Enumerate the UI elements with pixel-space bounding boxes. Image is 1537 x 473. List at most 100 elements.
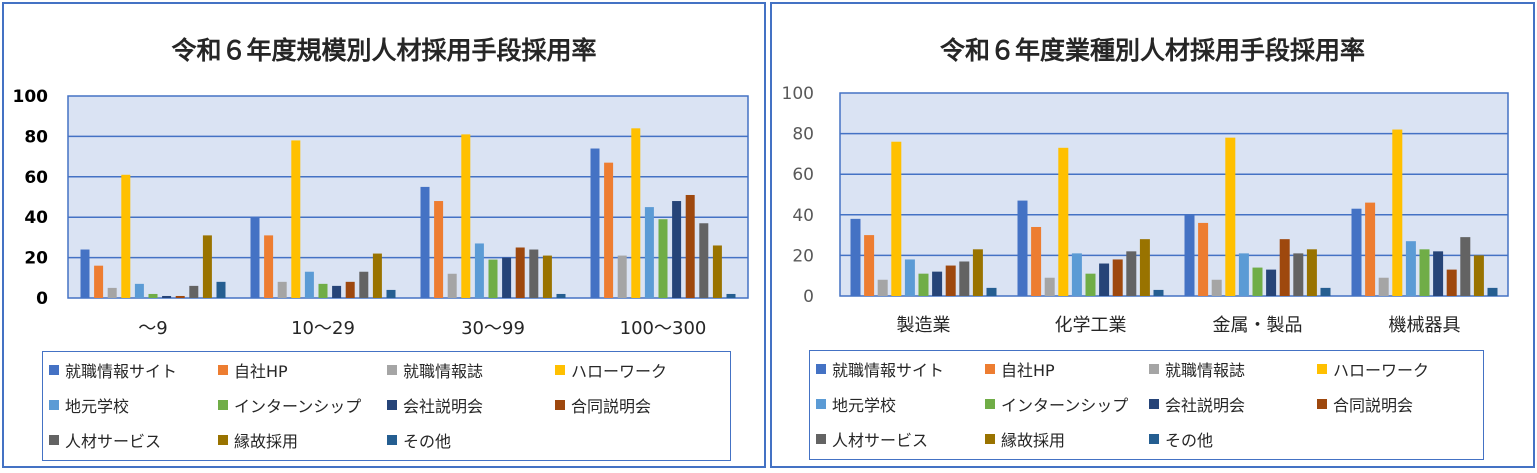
- legend-label: 地元学校: [65, 397, 130, 416]
- bar-chart-size: 0 20 40 60 80 100 ～9 10～29 30～99 100～300: [13, 87, 749, 339]
- bar: [604, 162, 614, 298]
- legend-item: 就職情報誌: [1149, 357, 1245, 381]
- bar: [107, 287, 117, 298]
- bar: [726, 293, 736, 298]
- legend-swatch: [985, 399, 995, 409]
- chart-title: 令和６年度業種別人材採用手段採用率: [939, 36, 1365, 65]
- legend-swatch: [816, 434, 826, 444]
- bar: [1365, 202, 1376, 296]
- legend-item: 地元学校: [816, 392, 896, 416]
- legend-swatch: [218, 435, 228, 445]
- legend-label: その他: [403, 432, 452, 451]
- legend-item: 人材サービス: [49, 428, 161, 452]
- bar: [850, 218, 861, 296]
- bar: [1126, 251, 1137, 296]
- bar: [1266, 269, 1277, 296]
- bar: [891, 141, 902, 296]
- y-tick-label: 60: [24, 168, 48, 188]
- bar: [959, 261, 970, 296]
- bar: [216, 281, 226, 298]
- y-tick-label: 20: [24, 249, 48, 269]
- bar: [461, 134, 471, 298]
- legend-label: 縁故採用: [1001, 431, 1066, 450]
- y-tick-label: 0: [36, 289, 48, 309]
- legend-swatch: [816, 364, 826, 374]
- legend-label: 会社説明会: [403, 397, 484, 416]
- legend-item: その他: [387, 428, 451, 452]
- bar: [1153, 289, 1164, 296]
- bar: [1392, 129, 1403, 296]
- bar: [658, 219, 668, 298]
- legend-label: 合同説明会: [1333, 396, 1414, 415]
- legend-item: 合同説明会: [1317, 392, 1413, 416]
- bar: [1211, 279, 1222, 296]
- bar: [162, 295, 172, 298]
- legend-label: 自社HP: [1001, 361, 1055, 380]
- legend-item: ハローワーク: [1317, 357, 1429, 381]
- x-tick-label: 化学工業: [1055, 315, 1127, 336]
- bar: [932, 271, 943, 296]
- bar: [1351, 208, 1362, 296]
- legend-label: 縁故採用: [234, 432, 299, 451]
- legend-item: 会社説明会: [1149, 392, 1245, 416]
- legend-swatch: [1149, 434, 1159, 444]
- legend-label: 自社HP: [234, 362, 288, 381]
- legend-item: 就職情報誌: [387, 358, 483, 382]
- legend-item: 就職情報サイト: [816, 357, 944, 381]
- y-tick-label: 60: [792, 165, 814, 185]
- bar: [291, 140, 301, 298]
- bar: [386, 289, 396, 298]
- y-tick-label: 80: [792, 125, 814, 145]
- bar: [474, 243, 484, 298]
- legend-item: 合同説明会: [555, 393, 651, 417]
- bar: [556, 293, 566, 298]
- bar: [1184, 214, 1195, 296]
- bar: [148, 293, 158, 298]
- bar: [202, 235, 212, 298]
- bar: [1320, 287, 1331, 296]
- legend-swatch: [985, 364, 995, 374]
- x-tick-label: 製造業: [897, 315, 951, 336]
- legend-swatch: [555, 365, 565, 375]
- bar: [1405, 241, 1416, 296]
- bar: [1306, 249, 1317, 296]
- bar: [420, 186, 430, 298]
- legend-swatch: [555, 400, 565, 410]
- legend-label: インターンシップ: [1001, 396, 1129, 415]
- bar: [1238, 253, 1249, 296]
- legend-label: 就職情報サイト: [65, 362, 178, 381]
- legend-item: 会社説明会: [387, 393, 483, 417]
- chart-title: 令和６年度規模別人材採用手段採用率: [171, 36, 597, 65]
- bar: [318, 283, 328, 298]
- bar: [277, 281, 287, 298]
- legend-label: 就職情報誌: [1165, 361, 1246, 380]
- bar: [1446, 269, 1457, 296]
- legend-swatch: [1317, 399, 1327, 409]
- legend-item: インターンシップ: [218, 393, 361, 417]
- bar: [918, 273, 929, 296]
- bar-chart-industry: 0 20 40 60 80 100 製造業 化学工業 金属・製品 機械器具: [782, 84, 1509, 336]
- bar: [359, 271, 369, 298]
- bar: [345, 281, 355, 298]
- legend-item: 自社HP: [218, 358, 288, 382]
- bar: [699, 223, 709, 298]
- legend-item: 就職情報サイト: [49, 358, 177, 382]
- legend-item: 縁故採用: [985, 427, 1065, 451]
- legend-swatch: [1149, 364, 1159, 374]
- legend-swatch: [387, 365, 397, 375]
- bar: [1044, 277, 1055, 296]
- legend-swatch: [218, 365, 228, 375]
- legend-label: 人材サービス: [832, 431, 929, 450]
- bar: [685, 194, 695, 298]
- bar: [631, 128, 641, 298]
- bar: [1378, 277, 1389, 296]
- x-tick-label: 機械器具: [1389, 315, 1461, 336]
- y-tick-label: 40: [792, 206, 814, 226]
- bar: [542, 255, 552, 298]
- bar: [1279, 239, 1290, 296]
- legend-label: インターンシップ: [234, 397, 362, 416]
- bar: [80, 249, 90, 298]
- bar: [1058, 147, 1069, 296]
- legend-item: 人材サービス: [816, 427, 928, 451]
- legend-swatch: [387, 400, 397, 410]
